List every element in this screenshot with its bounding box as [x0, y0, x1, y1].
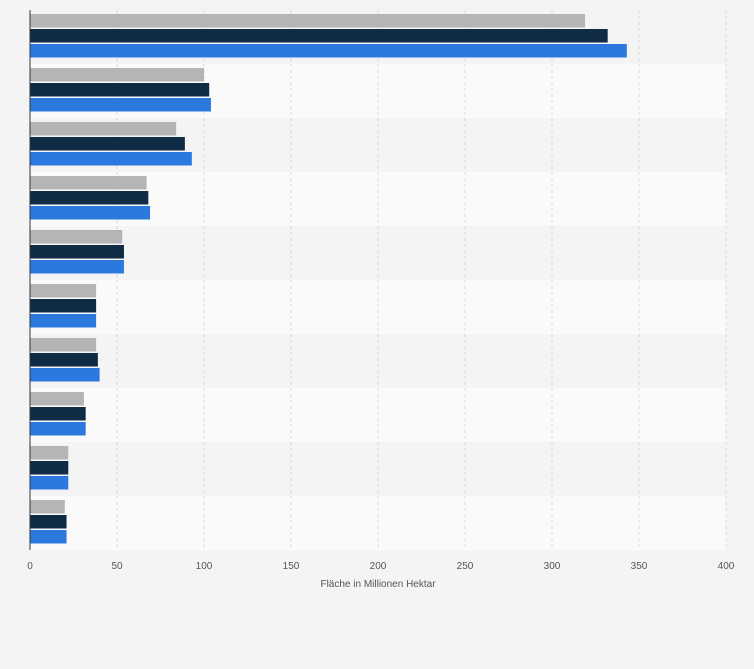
bar[interactable]: [30, 368, 100, 382]
x-tick-label: 0: [27, 561, 33, 572]
bar[interactable]: [30, 68, 204, 82]
bar[interactable]: [30, 299, 97, 313]
bar[interactable]: [30, 29, 608, 43]
x-tick-label: 50: [111, 561, 123, 572]
bar[interactable]: [30, 206, 151, 220]
bar[interactable]: [30, 314, 97, 328]
bar[interactable]: [30, 152, 192, 166]
bar[interactable]: [30, 14, 586, 28]
bar[interactable]: [30, 191, 149, 205]
bar[interactable]: [30, 245, 124, 259]
bar[interactable]: [30, 137, 185, 151]
bar[interactable]: [30, 176, 147, 190]
bar[interactable]: [30, 353, 98, 367]
bar[interactable]: [30, 422, 86, 436]
x-axis-title: Fläche in Millionen Hektar: [320, 579, 436, 590]
x-tick-label: 350: [631, 561, 648, 572]
x-tick-label: 200: [370, 561, 387, 572]
bar[interactable]: [30, 392, 84, 406]
x-tick-labels: 0 50 100 150 200 250 300 350 400: [27, 561, 735, 572]
bar[interactable]: [30, 530, 67, 544]
bar[interactable]: [30, 500, 65, 514]
bar[interactable]: [30, 407, 86, 421]
bar[interactable]: [30, 284, 97, 298]
bar[interactable]: [30, 122, 177, 136]
bar[interactable]: [30, 44, 627, 58]
bar[interactable]: [30, 260, 124, 274]
x-tick-label: 150: [283, 561, 300, 572]
bar[interactable]: [30, 230, 123, 244]
x-tick-label: 250: [457, 561, 474, 572]
bar[interactable]: [30, 338, 97, 352]
bar[interactable]: [30, 461, 69, 475]
bar[interactable]: [30, 476, 69, 490]
bar[interactable]: [30, 98, 211, 112]
bars: [30, 14, 627, 544]
bar[interactable]: [30, 446, 69, 460]
bar[interactable]: [30, 83, 210, 97]
bar[interactable]: [30, 515, 67, 529]
x-tick-label: 400: [718, 561, 735, 572]
x-tick-label: 100: [196, 561, 213, 572]
x-tick-label: 300: [544, 561, 561, 572]
